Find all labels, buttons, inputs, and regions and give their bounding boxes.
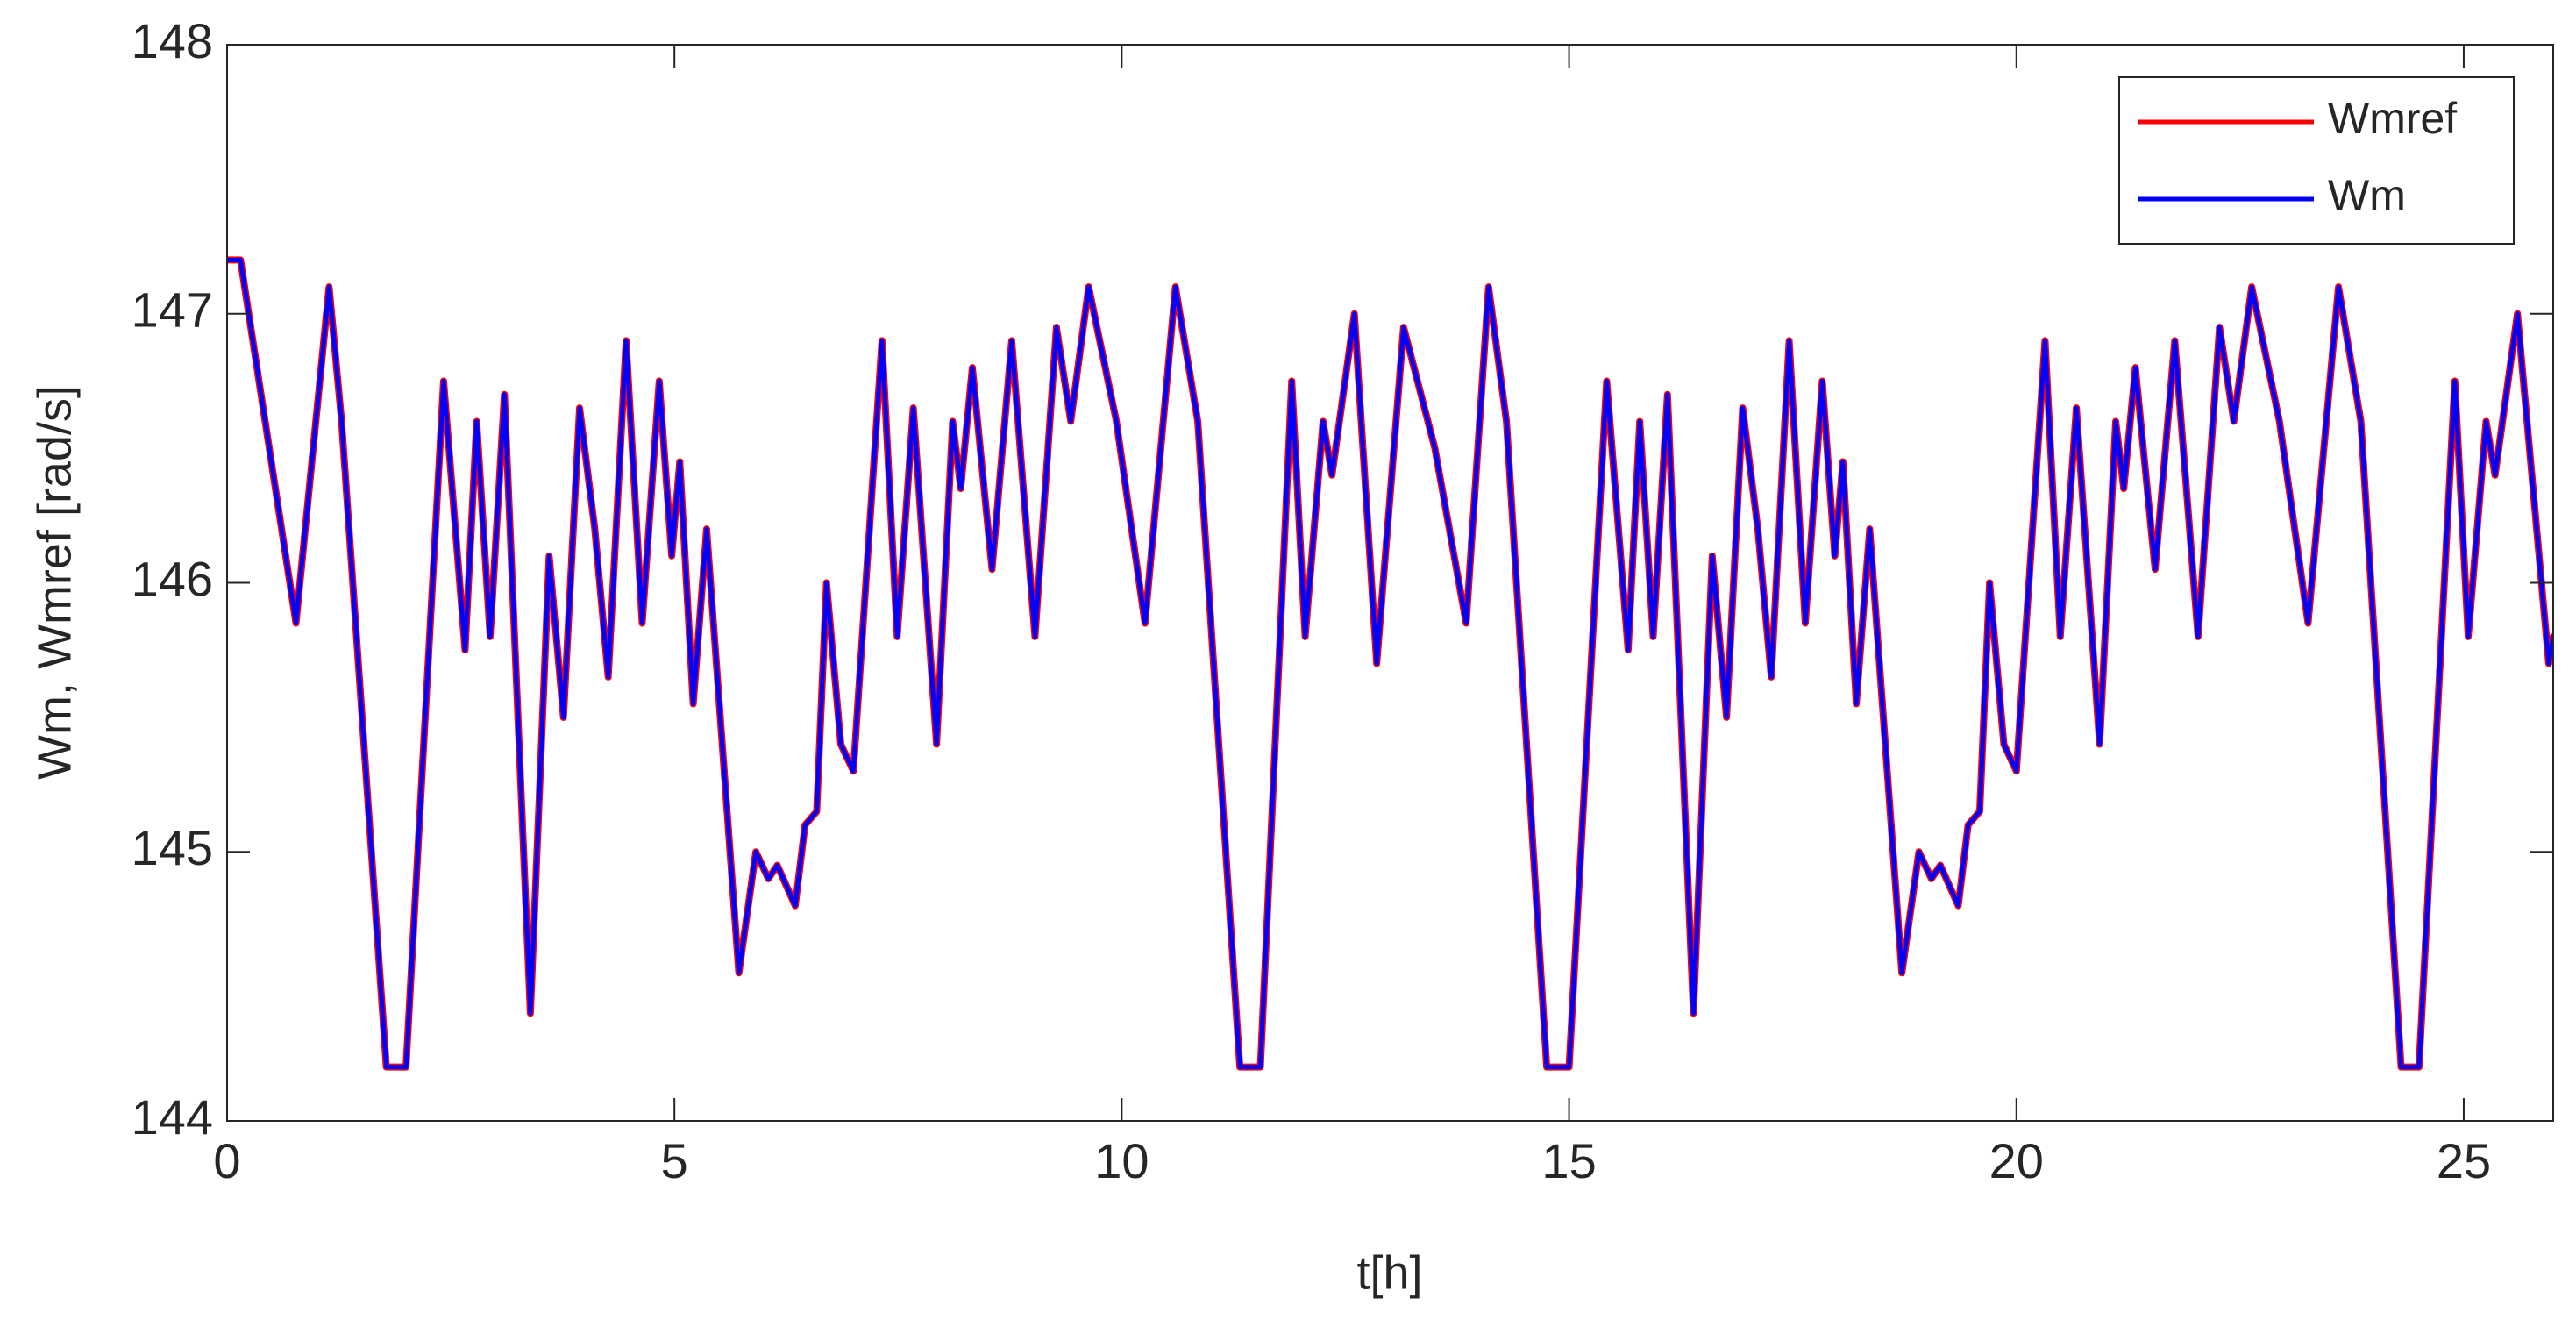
data-line — [227, 257, 2553, 1070]
x-tick-label: 5 — [661, 1133, 688, 1188]
legend-label: Wmref — [2328, 94, 2457, 143]
y-axis-label: Wm, Wmref [rad/s] — [28, 385, 81, 780]
y-tick-label: 146 — [132, 551, 213, 606]
y-tick-label: 144 — [132, 1089, 213, 1145]
y-tick-label: 147 — [132, 282, 213, 338]
x-tick-label: 0 — [213, 1133, 240, 1188]
legend-label: Wm — [2328, 171, 2406, 220]
x-tick-label: 15 — [1541, 1133, 1596, 1188]
x-axis-label: t[h] — [1356, 1246, 1422, 1299]
x-tick-label: 10 — [1094, 1133, 1149, 1188]
x-tick-label: 20 — [1989, 1133, 2044, 1188]
y-tick-label: 148 — [132, 13, 213, 68]
legend-box — [2118, 76, 2515, 245]
y-tick-label: 145 — [132, 820, 213, 875]
x-tick-label: 25 — [2437, 1133, 2491, 1188]
